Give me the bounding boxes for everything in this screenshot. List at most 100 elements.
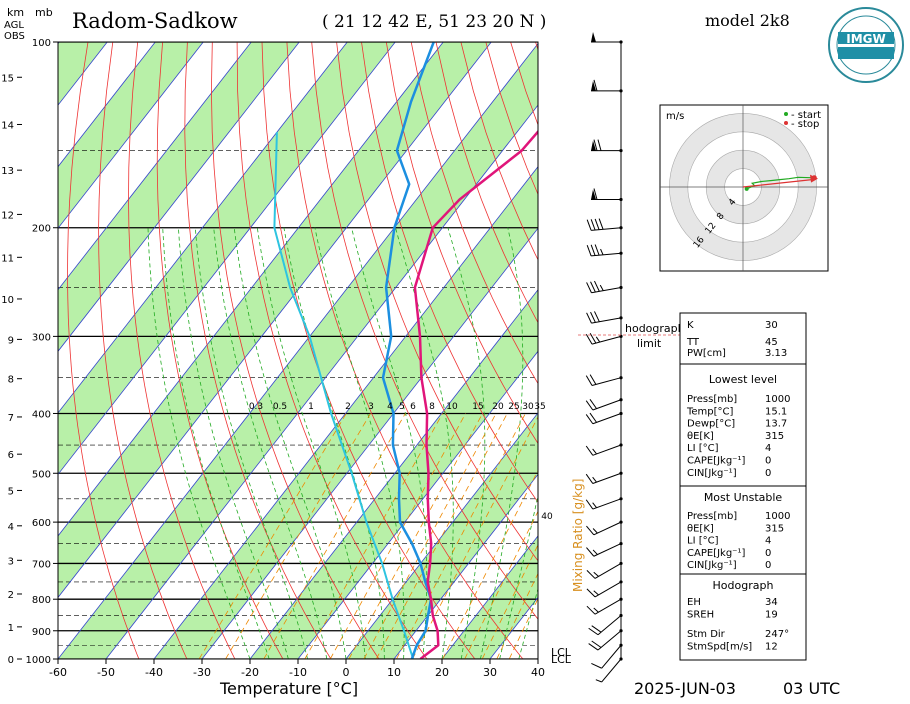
wind-barb [587, 598, 623, 615]
pressure-tick-label: 900 [32, 627, 51, 638]
index-value: 13.7 [765, 419, 787, 430]
wind-barb-feather [595, 244, 599, 255]
moist-adiabat [538, 228, 664, 659]
height-tick-label: 5 [8, 486, 14, 497]
index-label: LI [°C] [687, 536, 719, 547]
index-label: Press[mb] [687, 511, 737, 522]
wind-barb-staff [598, 615, 621, 634]
pressure-tick-label: 600 [32, 518, 51, 529]
station-coordinates: ( 21 12 42 E, 51 23 20 N ) [322, 12, 546, 32]
mixing-ratio-tick-label: 20 [492, 402, 504, 412]
wind-barb [586, 521, 622, 535]
wind-barb-staff [591, 318, 621, 323]
wind-barb-feather [598, 140, 601, 151]
agl-label: AGL [4, 20, 24, 31]
wind-barb [586, 398, 622, 410]
temperature-tick-label: 30 [483, 666, 497, 679]
wind-barb-half-feather [596, 337, 599, 342]
wind-barb-half-feather [593, 529, 597, 534]
mixing-ratio-tick-label: 1 [308, 402, 314, 412]
index-value: 12 [765, 642, 778, 653]
index-value: 4 [765, 443, 771, 454]
temperature-tick-label: 40 [531, 666, 545, 679]
date-label: 2025-JUN-03 [634, 679, 736, 698]
mixing-ratio-tick-label: 0.5 [273, 402, 287, 412]
wind-barb [586, 542, 622, 556]
wind-barb-staff [593, 400, 621, 410]
wind-barb-feather [587, 570, 595, 578]
wind-barb-feather [586, 526, 593, 535]
height-tick-label: 7 [8, 413, 14, 424]
hodograph-start-point [745, 187, 749, 191]
wind-barb [586, 443, 622, 455]
lcl-label-2: LCL [551, 653, 572, 666]
index-value: 4 [765, 536, 771, 547]
index-label: EH [687, 597, 701, 608]
pressure-tick-label: 800 [32, 595, 51, 606]
wind-barb-feather [587, 220, 591, 231]
wind-barb [591, 140, 623, 153]
height-tick-label: 9 [8, 335, 14, 346]
wind-barb-half-feather [593, 449, 597, 454]
wind-barb-half-feather [594, 572, 599, 576]
index-label: K [687, 320, 694, 331]
stop-marker-icon [784, 121, 788, 125]
wind-barb-feather [587, 282, 592, 292]
pressure-tick-label: 200 [32, 224, 51, 235]
temperature-tick-label: 20 [435, 666, 449, 679]
height-tick-label: 3 [8, 556, 14, 567]
wind-barb-feather [599, 219, 603, 230]
wind-barb-half-feather [593, 477, 597, 482]
wind-barb [586, 497, 622, 509]
temperature-tick-label: -50 [97, 666, 115, 679]
height-tick-label: 6 [8, 450, 14, 461]
wind-barb [587, 562, 623, 579]
height-tick-label: 2 [8, 590, 14, 601]
wind-barb-half-feather [594, 608, 599, 612]
index-value: 1000 [765, 511, 790, 522]
wind-barb-half-feather [594, 591, 599, 595]
height-tick-label: 4 [8, 522, 14, 533]
wind-barb-staff [592, 378, 621, 386]
index-section-title: Lowest level [709, 373, 777, 386]
index-value: 34 [765, 597, 778, 608]
mixing-ratio-tick-label: 30 [522, 402, 534, 412]
mixing-ratio-tick-label: 15 [472, 402, 483, 412]
mixing-ratio-tick-label: 0.3 [249, 402, 263, 412]
wind-barb-feather [586, 548, 593, 557]
model-name: model 2k8 [705, 11, 790, 30]
temperature-tick-label: -10 [289, 666, 307, 679]
temperature-tick-label: 0 [343, 666, 350, 679]
wind-barb-feather [586, 474, 593, 483]
index-label: CIN[Jkg⁻¹] [687, 560, 737, 571]
temperature-tick-label: -60 [49, 666, 67, 679]
pressure-tick-label: 1000 [26, 655, 51, 666]
pressure-tick-label: 400 [32, 409, 51, 420]
index-section-title: Most Unstable [704, 491, 783, 504]
index-value: 0 [765, 548, 771, 559]
index-value: 19 [765, 610, 778, 621]
wind-barb-half-feather [596, 680, 602, 682]
mixing-ratio-tick-label: 3 [368, 402, 374, 412]
wind-barb [587, 281, 623, 293]
mixing-ratio-tick-label: 8 [429, 402, 435, 412]
height-tick-label: 8 [8, 375, 14, 386]
pressure-tick-label: 100 [32, 38, 51, 49]
wind-barb-staff [593, 413, 621, 423]
wind-barb [591, 644, 622, 669]
mixing-ratio-tick-label: 25 [508, 402, 519, 412]
index-value: 0 [765, 560, 771, 571]
wind-barb-staff [595, 599, 621, 614]
wind-barb-half-feather [593, 550, 597, 555]
wind-barb-staff [602, 659, 621, 682]
wind-barb [586, 472, 622, 484]
index-value: 0 [765, 456, 771, 467]
temperature-tick-label: -40 [145, 666, 163, 679]
index-value: 45 [765, 337, 778, 348]
index-label: θE[K] [687, 523, 714, 534]
wind-barb-staff [593, 445, 621, 455]
wind-barb-feather [595, 219, 599, 230]
